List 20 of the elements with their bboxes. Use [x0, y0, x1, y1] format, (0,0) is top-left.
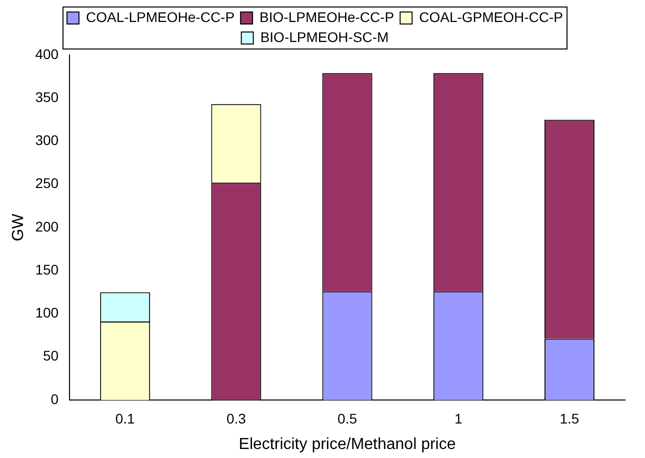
y-tick-label: 0 [50, 390, 59, 407]
y-tick-label: 250 [35, 175, 59, 192]
legend-label: COAL-LPMEOHe-CC-P [86, 8, 235, 25]
x-axis-title: Electricity price/Methanol price [238, 436, 456, 453]
legend-label: BIO-LPMEOHe-CC-P [260, 8, 394, 25]
x-tick-label: 0.3 [226, 410, 246, 426]
legend-label: BIO-LPMEOH-SC-M [260, 28, 389, 45]
y-tick-label: 200 [35, 218, 59, 234]
y-axis-title: GW [10, 212, 28, 242]
y-tick-label: 100 [35, 304, 59, 321]
x-tick-label: 1.5 [560, 410, 580, 426]
x-tick-label: 0.5 [338, 410, 358, 426]
y-tick-label: 50 [42, 348, 59, 364]
y-tick-label: 150 [35, 261, 59, 278]
x-tick-label: 1 [454, 410, 462, 426]
y-tick-label: 350 [35, 88, 59, 105]
y-tick-label: 300 [35, 132, 59, 148]
y-tick-label: 400 [35, 46, 59, 62]
x-tick-label: 0.1 [115, 410, 136, 426]
legend-label: COAL-GPMEOH-CC-P [419, 8, 564, 25]
